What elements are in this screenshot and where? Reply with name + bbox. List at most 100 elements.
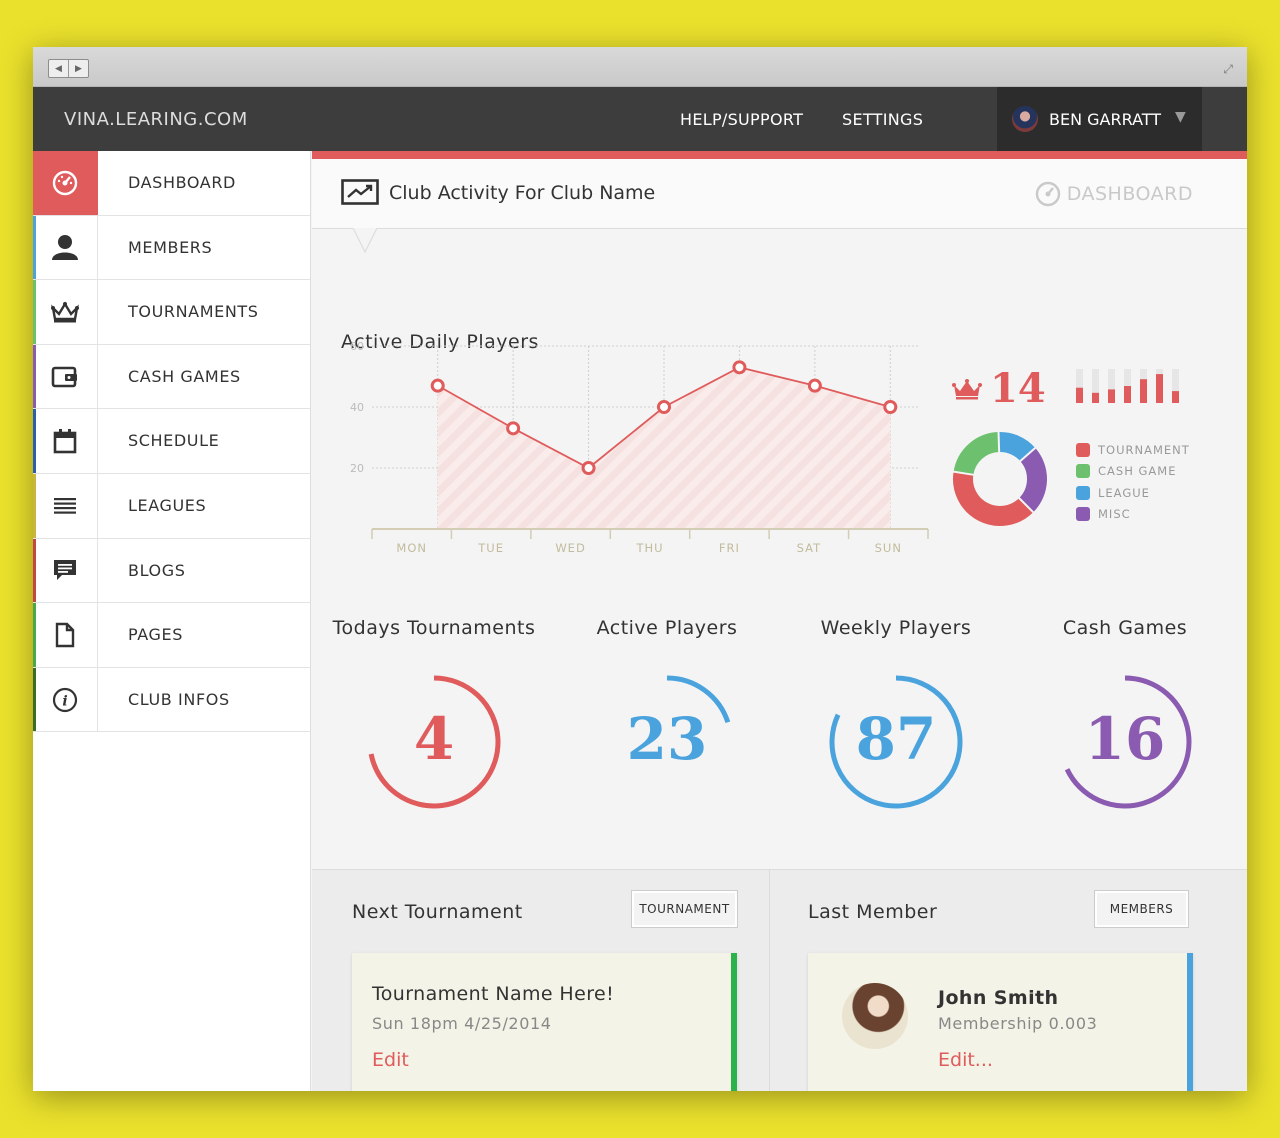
wallet-icon	[33, 344, 98, 409]
data-point	[883, 400, 898, 414]
sidebar-item-label: LEAGUES	[128, 495, 207, 515]
top-bar: VINA.LEARING.COM HELP/SUPPORT SETTINGS B…	[33, 87, 1247, 151]
mini-bar-track	[1172, 369, 1179, 403]
y-tick-label: 20	[350, 462, 364, 475]
header-pointer	[353, 228, 378, 254]
mini-bar	[1092, 392, 1099, 403]
back-arrow-icon[interactable]: ◀	[49, 60, 69, 77]
breadcrumb[interactable]: DASHBOARD	[1066, 183, 1193, 205]
kpi-ring-arc	[368, 675, 501, 809]
caret-down-icon[interactable]: ▼	[1175, 109, 1186, 125]
legend-item-tournament: TOURNAMENT	[1076, 439, 1190, 461]
kpi-ring-arc	[666, 675, 731, 724]
active-daily-players-chart: 20 40 60 MON TUE WED THU FRI SAT SUN	[350, 340, 929, 555]
sidebar-item-leagues[interactable]: LEAGUES	[33, 473, 310, 539]
kpi-label: Weekly Players	[820, 617, 972, 639]
x-tick-label: SUN	[875, 541, 902, 555]
tournament-name: Tournament Name Here!	[372, 983, 615, 1005]
avatar	[1012, 106, 1038, 132]
x-tick-label: FRI	[719, 541, 740, 555]
edit-member-link[interactable]: Edit...	[938, 1049, 993, 1071]
x-tick-label: TUE	[477, 541, 504, 555]
area-fill	[437, 367, 891, 529]
bottom-panels: Next Tournament TOURNAMENT Tournament Na…	[312, 869, 1247, 1091]
sidebar-item-schedule[interactable]: SCHEDULE	[33, 409, 310, 474]
avatar	[842, 983, 908, 1049]
data-point	[807, 378, 822, 393]
kpi-label: Cash Games	[1062, 617, 1188, 639]
calendar-icon	[33, 409, 98, 473]
kpi-active-players: Active Players 23	[557, 617, 777, 773]
sidebar-item-label: BLOGS	[128, 560, 186, 580]
sidebar-item-label: MEMBERS	[128, 237, 213, 257]
sidebar-item-club-infos[interactable]: i CLUB INFOS	[33, 667, 310, 733]
kpi-ring	[368, 675, 501, 809]
kpi-ring-arc	[1064, 675, 1192, 809]
sidebar-item-dashboard[interactable]: DASHBOARD	[33, 151, 310, 216]
tournament-button[interactable]: TOURNAMENT	[631, 890, 738, 928]
legend-item-misc: MISC	[1076, 504, 1190, 526]
category-donut-chart	[952, 431, 1047, 526]
list-icon	[33, 473, 98, 538]
kpi-todays-tournaments: Todays Tournaments 4	[324, 617, 544, 809]
crown-icon	[952, 379, 982, 400]
info-icon: i	[33, 667, 98, 732]
kpi-ring	[1064, 675, 1192, 809]
dashboard-icon	[1035, 181, 1061, 207]
kpi-label: Active Players	[596, 617, 738, 639]
legend-swatch	[1076, 464, 1090, 479]
expand-icon[interactable]: ⤢	[1223, 62, 1233, 76]
settings-link[interactable]: SETTINGS	[842, 110, 924, 129]
sidebar-item-label: DASHBOARD	[128, 173, 236, 192]
card-accent	[1187, 953, 1193, 1091]
sidebar-item-tournaments[interactable]: TOURNAMENTS	[33, 280, 310, 345]
legend-item-cash-game: CASH GAME	[1076, 461, 1190, 483]
page-title: Club Activity For Club Name	[389, 182, 656, 204]
kpi-value: 4	[413, 705, 455, 773]
legend-item-league: LEAGUE	[1076, 482, 1190, 504]
panel-title: Next Tournament	[352, 901, 523, 923]
member-card: John Smith Membership 0.003 Edit...	[808, 953, 1193, 1091]
user-name: BEN GARRATT	[1049, 110, 1162, 129]
kpi-cash-games: Cash Games 16	[1015, 617, 1235, 809]
edit-tournament-link[interactable]: Edit	[372, 1049, 409, 1071]
data-point	[430, 378, 445, 393]
last-member-panel: Last Member MEMBERS John Smith Membershi…	[771, 870, 1247, 1091]
x-tick-label: THU	[635, 541, 663, 555]
legend-swatch	[1076, 507, 1090, 522]
sidebar-item-pages[interactable]: PAGES	[33, 603, 310, 668]
data-point	[657, 400, 671, 414]
dashboard-icon	[33, 151, 98, 215]
sidebar-item-cash-games[interactable]: CASH GAMES	[33, 344, 310, 410]
member-name: John Smith	[938, 987, 1059, 1009]
donut-slice	[953, 471, 1034, 526]
legend-swatch	[1076, 442, 1090, 457]
mini-bar-chart	[1076, 369, 1179, 403]
side-stats: 14 TOURNAMENT CASH GAME LEAGUE MISC	[952, 361, 1212, 531]
main-content: Club Activity For Club Name DASHBOARD Ac…	[312, 151, 1247, 1091]
page-header: Club Activity For Club Name DASHBOARD	[312, 159, 1247, 229]
kpi-value: 23	[626, 705, 708, 773]
forward-arrow-icon[interactable]: ▶	[75, 63, 82, 74]
help-support-link[interactable]: HELP/SUPPORT	[680, 110, 804, 129]
sidebar: DASHBOARD MEMBERS TOURNAMENTS CASH GAMES	[33, 151, 311, 1091]
kpi-value: 16	[1084, 705, 1166, 773]
user-menu[interactable]: BEN GARRATT ▼	[997, 87, 1202, 151]
chart-title: Active Daily Players	[341, 331, 539, 353]
sidebar-item-blogs[interactable]: BLOGS	[33, 538, 310, 604]
mini-bar	[1172, 391, 1179, 403]
brand-logo[interactable]: VINA.LEARING.COM	[64, 109, 248, 130]
kpi-weekly-players: Weekly Players 87	[786, 617, 1006, 809]
sidebar-item-members[interactable]: MEMBERS	[33, 215, 310, 281]
app-window: ◀ ▶ ⤢ VINA.LEARING.COM HELP/SUPPORT SETT…	[33, 47, 1247, 1091]
browser-chrome: ◀ ▶ ⤢	[33, 47, 1247, 87]
legend-swatch	[1076, 485, 1090, 500]
members-button[interactable]: MEMBERS	[1094, 890, 1189, 928]
kpi-ring	[829, 675, 963, 809]
panel-title: Last Member	[808, 901, 938, 923]
donut-legend: TOURNAMENT CASH GAME LEAGUE MISC	[1076, 439, 1190, 525]
svg-text:i: i	[62, 693, 67, 709]
sidebar-item-label: SCHEDULE	[128, 431, 220, 451]
mini-bar-track	[1092, 369, 1099, 403]
mini-bar-track	[1108, 369, 1115, 403]
